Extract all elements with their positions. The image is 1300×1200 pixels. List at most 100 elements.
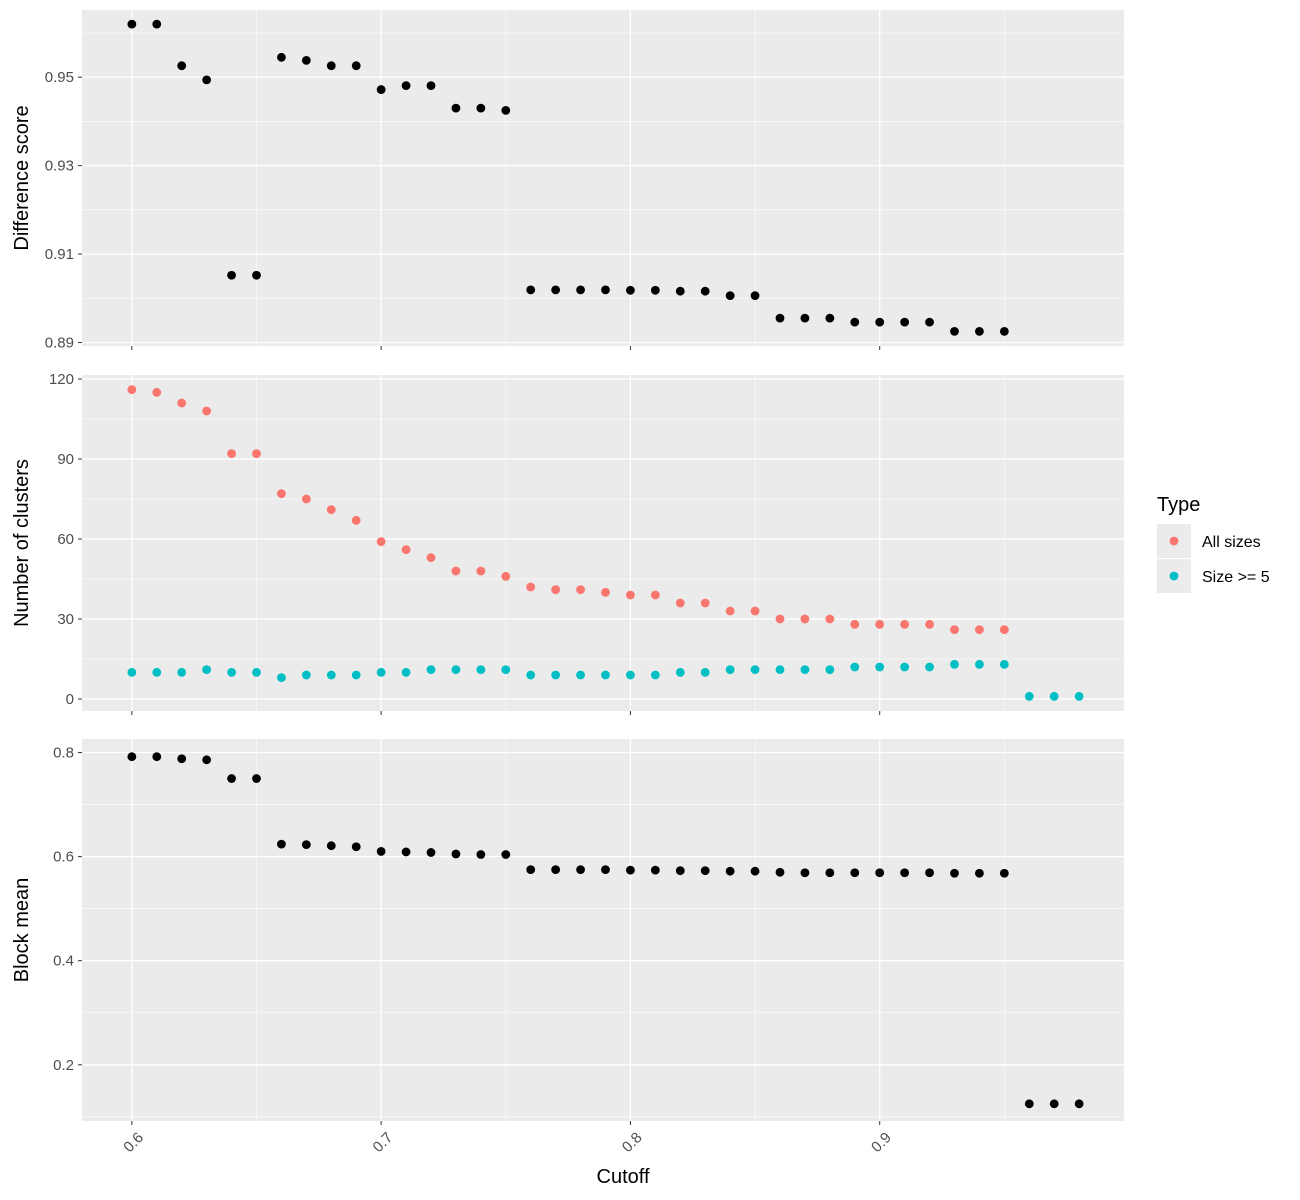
data-point xyxy=(675,286,685,296)
data-point xyxy=(326,61,336,71)
data-point xyxy=(725,291,735,300)
data-point xyxy=(551,285,561,295)
data-point xyxy=(601,285,610,295)
panel-background xyxy=(82,739,1124,1121)
data-point xyxy=(999,868,1009,878)
y-tick-label: 60 xyxy=(57,531,74,548)
data-point xyxy=(950,659,959,669)
data-point xyxy=(950,868,959,878)
data-point xyxy=(750,866,760,876)
data-point xyxy=(975,625,984,635)
data-point xyxy=(426,553,436,563)
data-point xyxy=(127,385,137,395)
data-point xyxy=(351,842,361,852)
series-0 xyxy=(127,752,1084,1109)
data-point xyxy=(999,327,1009,336)
data-point xyxy=(825,313,835,323)
panel-background xyxy=(82,375,1124,711)
data-point xyxy=(700,866,710,876)
panel-bottom: 0.2 0.4 0.6 0.8 0.6 0.7 0.8 0.9 Block mean Cutoff xyxy=(11,739,1124,1188)
y-tick-label: 90 xyxy=(57,451,74,468)
data-point xyxy=(227,270,236,280)
x-tick-label: 0.8 xyxy=(619,1129,646,1156)
data-point xyxy=(326,841,336,851)
data-point xyxy=(401,81,411,90)
x-tick-label: 0.6 xyxy=(120,1129,147,1156)
data-point xyxy=(925,317,934,327)
data-point xyxy=(301,840,311,850)
data-point xyxy=(152,752,162,762)
data-point xyxy=(700,598,710,608)
data-point xyxy=(825,614,835,624)
data-point xyxy=(326,505,336,515)
data-point xyxy=(875,662,885,672)
data-point xyxy=(850,619,860,629)
data-point xyxy=(626,285,635,295)
data-point xyxy=(227,667,236,677)
data-point xyxy=(301,494,311,504)
y-tick-label: 0.93 xyxy=(45,158,74,175)
y-tick-label: 30 xyxy=(57,611,74,628)
data-point xyxy=(152,387,162,397)
data-point xyxy=(177,61,187,71)
data-point xyxy=(476,566,486,576)
data-point xyxy=(750,665,760,675)
data-point xyxy=(501,105,511,115)
data-point xyxy=(626,670,635,680)
y-tick-label: 120 xyxy=(49,371,74,388)
data-point xyxy=(401,847,411,857)
data-point xyxy=(975,327,984,336)
data-point xyxy=(127,19,137,29)
data-point xyxy=(252,667,261,677)
data-point xyxy=(202,755,212,765)
data-point xyxy=(775,313,785,323)
data-point xyxy=(301,670,311,680)
data-point xyxy=(202,75,212,85)
data-point xyxy=(401,667,411,677)
data-point xyxy=(650,670,660,680)
data-point xyxy=(351,515,361,525)
series-size-5 xyxy=(127,659,1084,701)
data-point xyxy=(900,317,910,327)
data-point xyxy=(277,52,286,62)
y-tick-label: 0 xyxy=(66,691,74,708)
data-point xyxy=(975,659,984,669)
data-point xyxy=(950,625,959,635)
data-point xyxy=(401,545,411,555)
legend: Type All sizes Size >= 5 xyxy=(1157,494,1270,593)
data-point xyxy=(301,56,311,65)
data-point xyxy=(551,670,561,680)
y-tick-label: 0.4 xyxy=(53,953,74,970)
data-point xyxy=(451,849,461,859)
data-point xyxy=(925,619,934,629)
y-axis-title: Number of clusters xyxy=(11,459,33,627)
data-point xyxy=(650,865,660,875)
data-point xyxy=(900,662,910,672)
data-point xyxy=(526,582,536,592)
y-tick-label: 0.95 xyxy=(45,69,74,86)
data-point xyxy=(601,865,610,875)
data-point xyxy=(650,590,660,600)
data-point xyxy=(800,665,810,675)
data-point xyxy=(601,587,610,597)
data-point xyxy=(850,317,860,327)
legend-title: Type xyxy=(1157,494,1200,516)
data-point xyxy=(850,662,860,672)
data-point xyxy=(526,285,536,295)
data-point xyxy=(1074,691,1084,701)
data-point xyxy=(252,270,261,280)
y-tick-label: 0.8 xyxy=(53,745,74,762)
data-point xyxy=(376,537,386,547)
y-axis-title: Difference score xyxy=(11,105,33,250)
data-point xyxy=(725,606,735,616)
data-point xyxy=(950,327,959,336)
data-point xyxy=(576,585,585,595)
data-point xyxy=(576,670,585,680)
data-point xyxy=(576,865,585,875)
data-point xyxy=(650,285,660,295)
data-point xyxy=(501,850,511,859)
data-point xyxy=(526,670,536,680)
data-point xyxy=(376,847,386,856)
data-point xyxy=(700,667,710,677)
data-point xyxy=(1049,1099,1059,1109)
